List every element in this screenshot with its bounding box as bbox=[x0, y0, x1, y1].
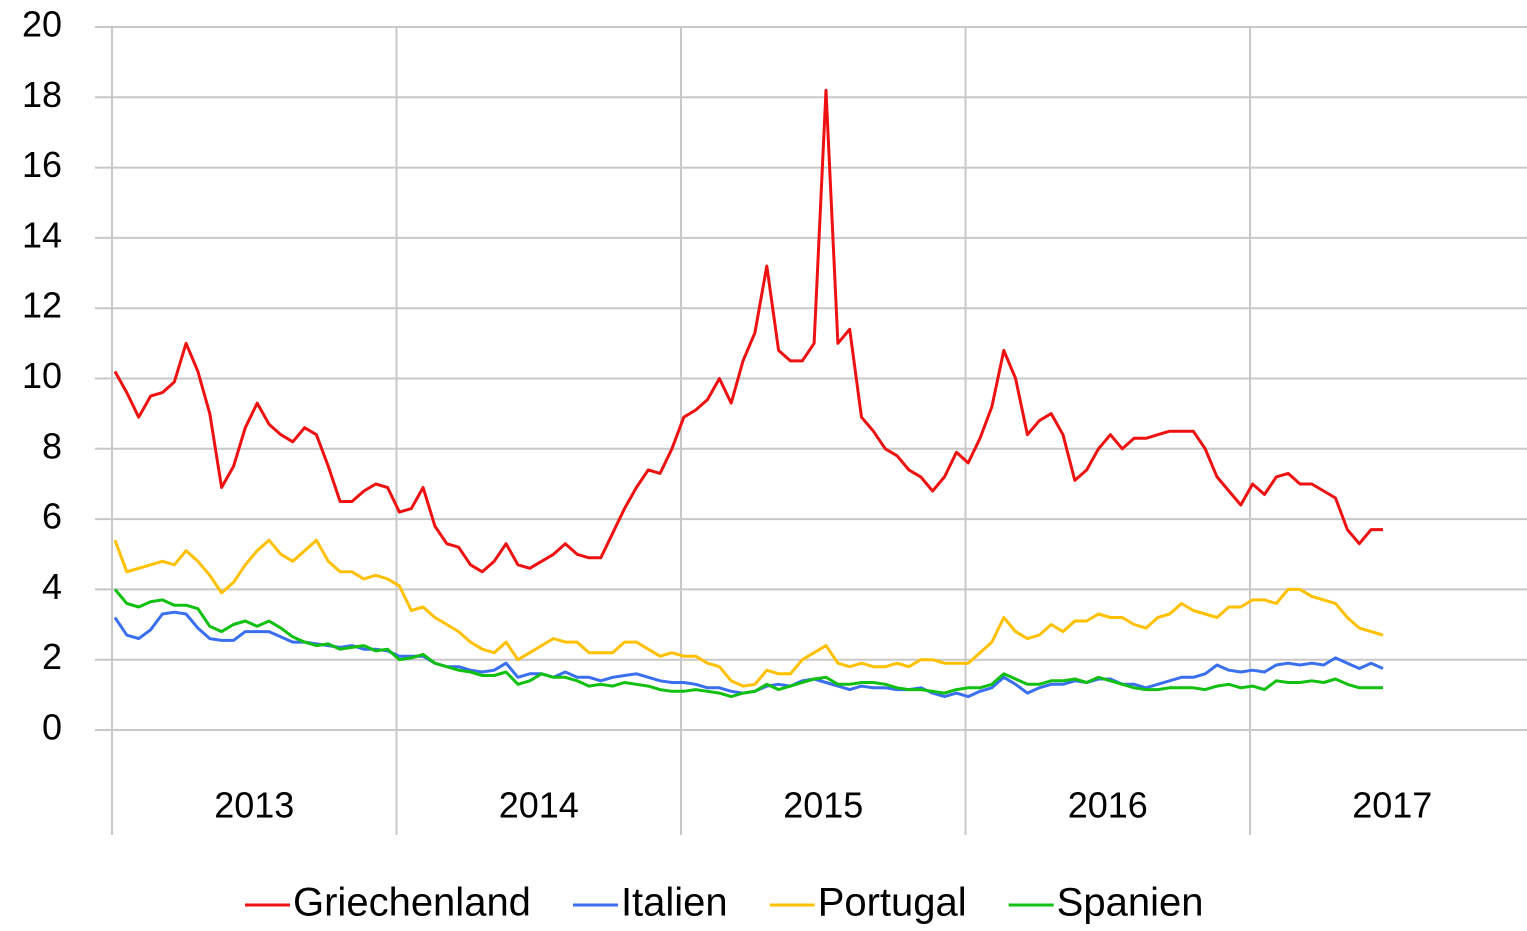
legend-label: Italien bbox=[621, 881, 728, 925]
y-tick-label: 16 bbox=[22, 144, 62, 185]
x-tick-label: 2017 bbox=[1352, 785, 1432, 826]
x-tick-label: 2015 bbox=[783, 785, 863, 826]
series-line bbox=[113, 88, 1383, 574]
x-tick-label: 2016 bbox=[1068, 785, 1148, 826]
y-tick-label: 12 bbox=[22, 285, 62, 326]
series-line bbox=[113, 588, 1383, 699]
legend-label: Griechenland bbox=[293, 881, 531, 925]
y-tick-label: 14 bbox=[22, 214, 62, 255]
legend-label: Portugal bbox=[818, 881, 967, 925]
y-tick-label: 4 bbox=[42, 566, 62, 607]
x-tick-label: 2013 bbox=[214, 785, 294, 826]
y-tick-label: 0 bbox=[42, 707, 62, 748]
y-tick-label: 18 bbox=[22, 74, 62, 115]
series-line bbox=[113, 538, 1384, 688]
x-tick-label: 2014 bbox=[499, 785, 579, 826]
y-tick-label: 20 bbox=[22, 4, 62, 45]
y-tick-label: 8 bbox=[42, 425, 62, 466]
legend-label: Spanien bbox=[1057, 881, 1204, 925]
y-tick-label: 2 bbox=[42, 636, 62, 677]
y-tick-label: 6 bbox=[42, 496, 62, 537]
y-tick-label: 10 bbox=[22, 355, 62, 396]
